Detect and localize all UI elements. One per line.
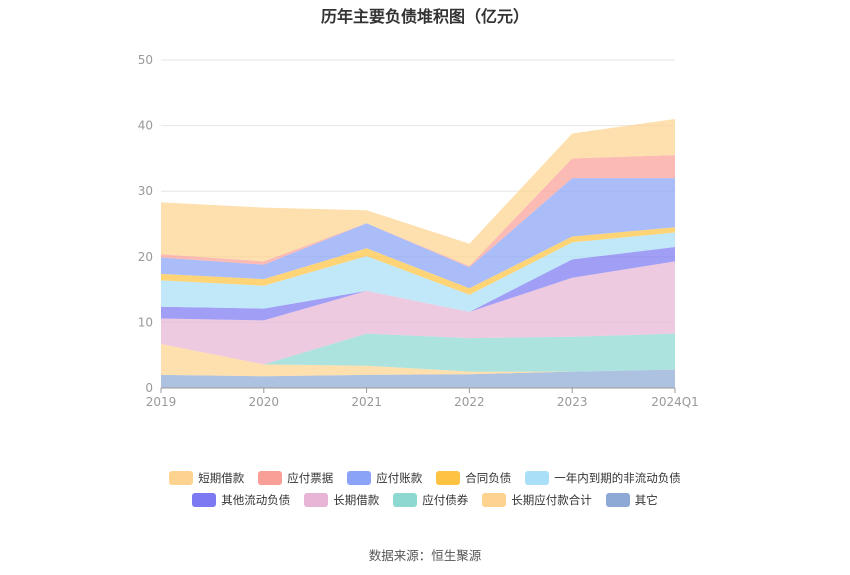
legend: 短期借款 应付票据 应付账款 合同负债 一年内到期的非流动负债其他流动负债 长期借款 应付债…: [0, 470, 850, 514]
legend-label: 应付票据: [287, 471, 334, 485]
area-series-长期借款: [161, 261, 675, 365]
legend-swatch: [347, 471, 372, 485]
legend-label: 短期借款: [198, 471, 245, 485]
legend-swatch: [304, 493, 329, 507]
legend-swatch: [525, 471, 550, 485]
area-series-其它: [161, 369, 675, 388]
legend-item[interactable]: 短期借款: [169, 470, 244, 486]
legend-label: 长期应付款合计: [511, 493, 592, 507]
area-series-应付票据: [161, 155, 675, 268]
chart-title: 历年主要负债堆积图（亿元）: [320, 7, 529, 26]
legend-label: 应付债券: [422, 493, 469, 507]
x-tick-label: 2021: [351, 395, 382, 409]
area-series-一年内到期的非流动负债: [161, 232, 675, 312]
x-tick-label: 2022: [454, 395, 485, 409]
legend-item[interactable]: 应付票据: [258, 470, 333, 486]
legend-label: 其他流动负债: [221, 493, 291, 507]
legend-label: 其它: [634, 493, 658, 507]
legend-swatch: [393, 493, 418, 507]
y-tick-label: 30: [138, 184, 153, 198]
x-tick-label: 2020: [249, 395, 280, 409]
legend-swatch: [169, 471, 194, 485]
legend-item[interactable]: 长期借款: [304, 492, 379, 508]
y-tick-label: 20: [138, 250, 153, 264]
legend-item[interactable]: 其他流动负债: [192, 492, 290, 508]
plot-area: 0 10 20 30 40 50 2019 2020 2021 2022 2023 2024Q1: [138, 53, 699, 409]
legend-label: 应付账款: [376, 471, 423, 485]
area-series-应付账款: [161, 178, 675, 289]
legend-label: 一年内到期的非流动负债: [554, 471, 681, 485]
x-tick-label: 2024Q1: [651, 395, 699, 409]
legend-swatch: [192, 493, 217, 507]
area-series-其他流动负债: [161, 247, 675, 321]
legend-item[interactable]: 应付债券: [393, 492, 468, 508]
legend-swatch: [605, 493, 630, 507]
legend-item[interactable]: 应付账款: [347, 470, 422, 486]
area-series-长期应付款合计: [161, 344, 675, 377]
x-tick-label: 2023: [557, 395, 588, 409]
legend-item[interactable]: 长期应付款合计: [482, 492, 592, 508]
area-series-短期借款: [161, 119, 675, 266]
legend-swatch: [258, 471, 283, 485]
legend-item[interactable]: 合同负债: [436, 470, 511, 486]
y-tick-label: 10: [138, 315, 153, 329]
legend-row: 短期借款 应付票据 应付账款 合同负债 一年内到期的非流动负债: [0, 470, 850, 486]
x-tick-label: 2019: [146, 395, 177, 409]
area-series-合同负债: [161, 227, 675, 295]
legend-label: 合同负债: [465, 471, 512, 485]
legend-item[interactable]: 一年内到期的非流动负债: [525, 470, 681, 486]
legend-item[interactable]: 其它: [605, 492, 658, 508]
legend-label: 长期借款: [333, 493, 380, 507]
legend-row: 其他流动负债 长期借款 应付债券 长期应付款合计 其它: [0, 492, 850, 508]
legend-swatch: [436, 471, 461, 485]
y-tick-label: 40: [138, 119, 153, 133]
source-note: 数据来源：恒生聚源: [368, 548, 482, 563]
area-series-应付债券: [161, 333, 675, 372]
y-tick-label: 0: [145, 381, 153, 395]
y-tick-label: 50: [138, 53, 153, 67]
legend-swatch: [482, 493, 507, 507]
